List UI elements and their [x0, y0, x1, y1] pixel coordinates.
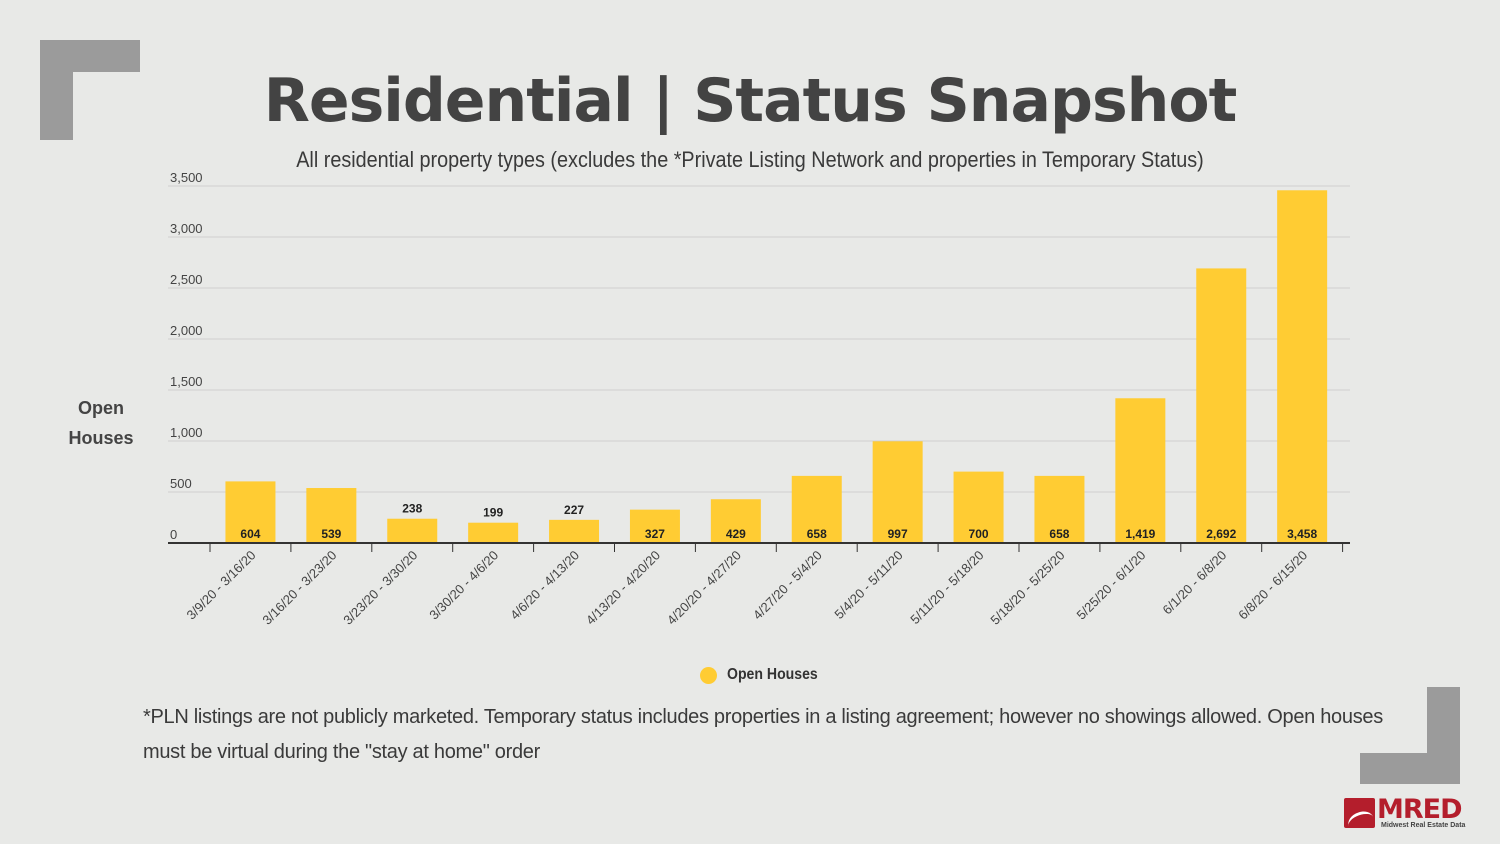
y-tick-label: 1,500: [170, 374, 203, 389]
x-tick-label: 4/20/20 - 4/27/20: [664, 548, 744, 628]
x-tick-label: 6/1/20 - 6/8/20: [1159, 548, 1229, 618]
bar-data-label: 429: [726, 527, 746, 541]
footnote: *PLN listings are not publicly marketed.…: [143, 706, 1383, 763]
bar-data-label: 3,458: [1287, 527, 1317, 541]
bar: [387, 518, 438, 543]
bar-data-label: 227: [564, 503, 584, 517]
page-title: Residential | Status Snapshot: [263, 66, 1238, 136]
x-tick-label: 3/9/20 - 3/16/20: [184, 548, 259, 623]
bar: [1034, 475, 1085, 543]
open-houses-bar-chart: 0 500 1,000 1,500 2,000 2,500 3,000 3,500 604 539…: [168, 170, 1350, 628]
bar-data-label: 700: [969, 527, 989, 541]
legend-label: Open Houses: [727, 666, 818, 683]
bar: [953, 471, 1004, 543]
bar-data-label: 1,419: [1125, 527, 1155, 541]
bar-data-label: 539: [321, 527, 341, 541]
bar: [549, 519, 600, 543]
x-tick-label: 3/23/20 - 3/30/20: [340, 548, 420, 628]
y-tick-label: 3,000: [170, 221, 203, 236]
bar-data-label: 327: [645, 527, 665, 541]
y-tick-label: 3,500: [170, 170, 203, 185]
bar-data-label: 604: [240, 527, 260, 541]
mred-logo-mark-icon: [1344, 798, 1375, 828]
y-tick-label: 0: [170, 527, 177, 542]
y-tick-label: 500: [170, 476, 192, 491]
chart-legend: Open Houses: [700, 666, 830, 684]
x-tick-label: 5/11/20 - 5/18/20: [907, 548, 986, 627]
x-tick-label: 4/13/20 - 4/20/20: [583, 548, 663, 628]
logo-wordmark: MRED: [1377, 794, 1463, 825]
logo-tagline: Midwest Real Estate Data: [1381, 822, 1466, 829]
bar: [629, 509, 680, 543]
y-axis-label: Open Houses: [68, 398, 134, 448]
x-tick-label: 5/25/20 - 6/1/20: [1073, 548, 1148, 623]
bar: [225, 481, 276, 543]
mred-logo: MRED Midwest Real Estate Data: [1344, 794, 1466, 830]
y-tick-label: 2,000: [170, 323, 203, 338]
bar-data-label: 997: [888, 527, 908, 541]
x-tick-label: 4/6/20 - 4/13/20: [507, 548, 582, 623]
page-subtitle: All residential property types (excludes…: [296, 147, 1204, 172]
x-tick-label: 6/8/20 - 6/15/20: [1235, 548, 1310, 623]
x-tick-label: 4/27/20 - 5/4/20: [750, 548, 825, 623]
bar: [306, 488, 357, 543]
x-tick-label: 5/18/20 - 5/25/20: [987, 548, 1067, 628]
corner-decoration-top-left-vertical: [40, 40, 73, 140]
bar: [1277, 190, 1328, 543]
bar: [791, 475, 842, 543]
bar: [710, 499, 761, 543]
bar-data-label: 658: [1049, 527, 1069, 541]
bar-data-label: 658: [807, 527, 827, 541]
x-tick-label: 3/30/20 - 4/6/20: [426, 548, 501, 623]
bar-data-label: 2,692: [1206, 527, 1236, 541]
bar: [1115, 398, 1166, 543]
y-tick-label: 1,000: [170, 425, 203, 440]
corner-decoration-bottom-right-horizontal: [1360, 753, 1460, 784]
bar: [468, 522, 519, 543]
legend-swatch: [700, 666, 717, 684]
bar-data-label: 238: [402, 502, 422, 516]
bar: [1196, 268, 1247, 543]
bar: [872, 441, 923, 543]
x-tick-label: 5/4/20 - 5/11/20: [831, 548, 905, 622]
bar-data-label: 199: [483, 506, 503, 520]
x-tick-label: 3/16/20 - 3/23/20: [259, 548, 339, 628]
y-tick-label: 2,500: [170, 272, 203, 287]
